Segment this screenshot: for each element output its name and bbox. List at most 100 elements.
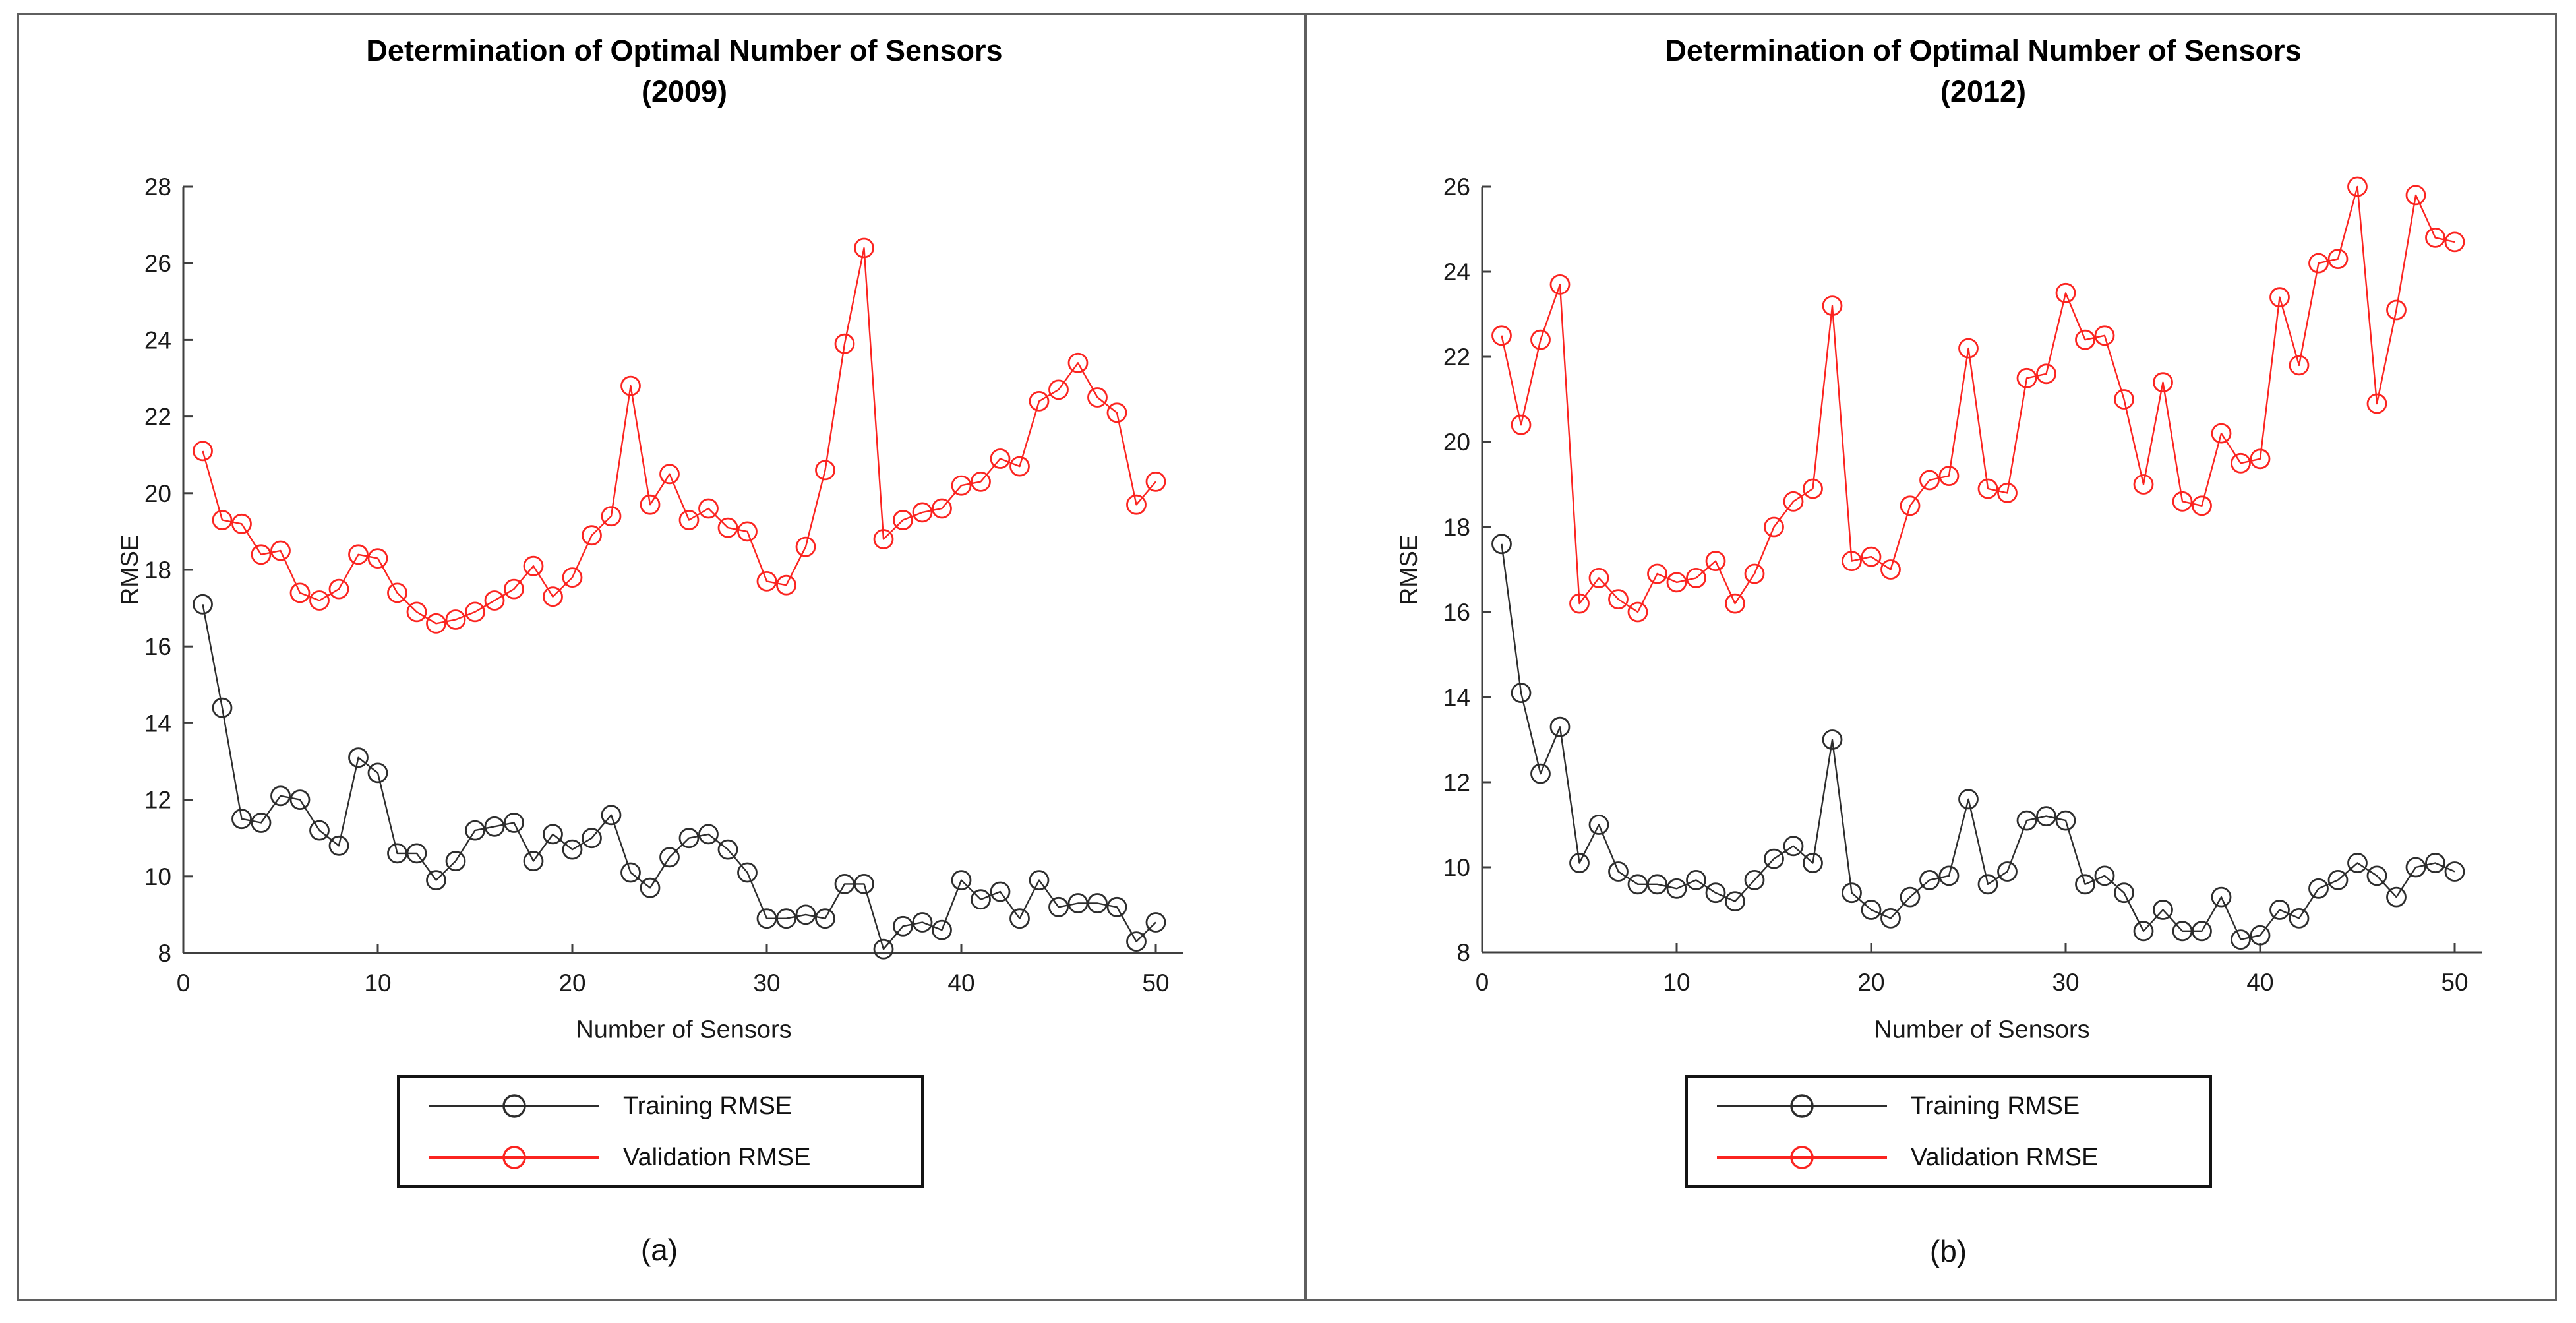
series-validation-marker <box>1822 295 1843 317</box>
legend-marker-training-icon <box>429 1094 599 1118</box>
series-validation-marker <box>1087 387 1108 408</box>
series-validation-marker <box>212 510 233 530</box>
series-training-marker <box>1126 931 1147 952</box>
series-training-marker <box>795 904 816 925</box>
legend-item-validation: Validation RMSE <box>1713 1136 2209 1179</box>
x-tick-label: 50 <box>1142 969 1169 997</box>
series-training-marker <box>1666 878 1687 899</box>
series-validation-marker <box>2133 474 2154 495</box>
series-validation-marker <box>678 510 700 530</box>
series-training-marker <box>1842 882 1862 904</box>
series-training-marker <box>1705 882 1726 904</box>
series-training-marker <box>406 843 427 864</box>
series-validation-marker <box>893 510 913 530</box>
series-training-marker <box>328 835 349 856</box>
series-training-marker <box>2211 886 2232 908</box>
series-validation-marker <box>1029 391 1050 412</box>
series-training-marker <box>1822 729 1843 750</box>
series-training-marker <box>2405 857 2426 878</box>
series-training-marker <box>465 820 485 841</box>
series-validation-marker <box>1977 478 1998 499</box>
x-tick-label: 0 <box>1476 969 1489 996</box>
caption-b: (b) <box>1929 1234 1967 1268</box>
series-training-marker <box>1067 893 1089 913</box>
y-tick-label: 12 <box>1443 769 1470 796</box>
series-validation-marker <box>2055 282 2076 303</box>
series-validation-marker <box>2016 367 2037 388</box>
series-validation-marker <box>1666 572 1687 593</box>
legend-item-training: Training RMSE <box>1713 1085 2209 1127</box>
legend-marker-validation-icon <box>1717 1146 1887 1169</box>
series-training-marker <box>1530 763 1551 784</box>
series-validation-marker <box>2211 423 2232 444</box>
series-training-marker <box>2114 882 2134 904</box>
series-training-marker <box>270 785 291 807</box>
legend-item-validation: Validation RMSE <box>425 1136 921 1179</box>
x-tick-label: 10 <box>1663 969 1690 996</box>
series-training-marker <box>2250 925 2271 946</box>
legend-2012: Training RMSE Validation RMSE <box>1685 1075 2212 1188</box>
series-validation-marker <box>1048 379 1069 400</box>
series-training-marker <box>1919 870 1940 890</box>
series-training-marker <box>387 843 407 864</box>
chart-title-line1: Determination of Optimal Number of Senso… <box>366 34 1003 67</box>
series-training-marker <box>873 938 894 960</box>
series-training-marker <box>1861 900 1882 920</box>
series-validation-marker <box>1803 478 1823 499</box>
series-validation-marker <box>348 544 369 565</box>
chart-2009: 8 10 12 14 16 18 20 22 24 26 28 0 10 20 30 40 50 <box>144 173 1183 997</box>
series-training-marker <box>2231 929 2251 950</box>
series-training-marker <box>1549 716 1571 737</box>
y-tick-label: 8 <box>158 940 171 967</box>
series-training-marker <box>1569 853 1590 873</box>
series-validation-marker <box>2172 491 2193 512</box>
series-validation-marker <box>2075 329 2095 350</box>
series-training-marker <box>2366 865 2387 886</box>
series-validation-marker <box>1783 491 1804 512</box>
series-validation-marker <box>640 494 661 515</box>
y-tick-label: 12 <box>144 787 171 814</box>
series-validation-marker <box>289 582 311 603</box>
series-training-marker <box>1900 886 1921 908</box>
series-training-marker <box>698 824 719 845</box>
series-training-line <box>1501 543 2455 940</box>
series-training-marker <box>2094 865 2115 886</box>
y-tick-label: 22 <box>1443 344 1470 371</box>
series-validation-marker <box>1511 414 1532 435</box>
series-training-marker <box>2386 886 2407 908</box>
series-validation-marker <box>562 567 583 588</box>
series-validation-marker <box>2308 253 2329 274</box>
series-validation-marker <box>1145 472 1166 492</box>
series-validation-marker <box>2114 389 2134 410</box>
series-validation-marker <box>2386 299 2407 321</box>
series-validation-marker <box>1744 563 1765 584</box>
series-validation-marker <box>756 571 777 592</box>
series-validation-marker <box>1938 466 1960 486</box>
series-validation-marker <box>504 578 524 600</box>
series-validation-marker <box>582 525 602 546</box>
series-validation-marker <box>1106 402 1127 423</box>
series-training-marker <box>523 851 544 871</box>
series-validation-marker <box>231 513 252 534</box>
series-training-marker <box>620 862 641 883</box>
legend-item-training: Training RMSE <box>425 1085 921 1127</box>
series-training-line <box>202 604 1156 950</box>
series-validation-marker <box>1842 551 1862 571</box>
series-training-marker <box>289 789 311 810</box>
series-training-marker <box>2192 921 2212 942</box>
series-training-marker <box>1686 870 1706 890</box>
legend-marker-validation-icon <box>429 1146 599 1169</box>
y-tick-label: 14 <box>144 710 171 737</box>
series-training-marker <box>2327 870 2349 890</box>
series-validation-marker <box>2289 355 2310 376</box>
series-training-marker <box>367 762 388 784</box>
panel-divider <box>1304 13 1307 1301</box>
series-validation-marker <box>1725 593 1745 614</box>
x-tick-label: 20 <box>558 969 585 997</box>
y-tick-label: 24 <box>144 326 171 354</box>
series-validation-marker <box>1900 495 1921 516</box>
series-training-marker <box>854 874 874 894</box>
series-validation-marker <box>484 590 505 611</box>
